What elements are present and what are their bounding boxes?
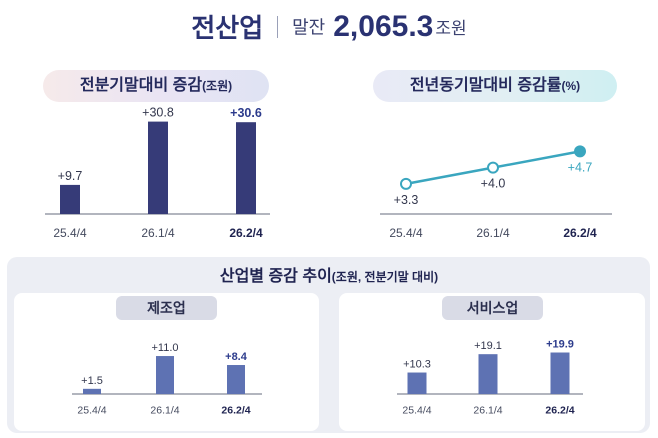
qoq-chart-title-text: 전분기말대비 증감 bbox=[79, 77, 203, 94]
mfg-bar bbox=[83, 388, 101, 394]
yoy-tick-label: 25.4/4 bbox=[389, 226, 423, 240]
qoq-bar bbox=[236, 122, 256, 214]
qoq-chart-title: 전분기말대비 증감(조원) bbox=[43, 70, 269, 102]
svc-data-label: +19.9 bbox=[546, 339, 574, 351]
qoq-data-label: +30.6 bbox=[230, 106, 262, 120]
svc-bar bbox=[407, 372, 427, 394]
page-title: 전산업 bbox=[191, 13, 264, 43]
balance-label: 말잔 bbox=[292, 17, 326, 38]
yoy-tick-label: 26.2/4 bbox=[563, 226, 597, 240]
yoy-point bbox=[487, 161, 499, 174]
yoy-point bbox=[574, 145, 586, 158]
yoy-chart-title: 전년동기말대비 증감률(%) bbox=[373, 70, 617, 102]
yoy-point bbox=[400, 177, 412, 190]
qoq-tick-label: 26.1/4 bbox=[141, 226, 175, 240]
title-divider bbox=[277, 15, 279, 38]
mfg-tick-label: 26.1/4 bbox=[150, 405, 179, 417]
mfg-data-label: +8.4 bbox=[225, 351, 248, 363]
svc-tick-label: 25.4/4 bbox=[402, 405, 431, 417]
mfg-data-label: +1.5 bbox=[81, 375, 103, 387]
yoy-data-label: +4.0 bbox=[481, 177, 506, 191]
mfg-bar bbox=[156, 356, 174, 394]
mfg-data-label: +11.0 bbox=[151, 342, 178, 354]
svc-bar bbox=[478, 354, 498, 394]
mfg-tick-label: 26.2/4 bbox=[221, 405, 250, 417]
balance-value: 2,065.3 bbox=[333, 9, 434, 43]
qoq-data-label: +9.7 bbox=[58, 169, 83, 183]
industry-panel-title-sub: (조원, 전분기말 대비) bbox=[331, 270, 439, 284]
qoq-tick-label: 26.2/4 bbox=[229, 226, 263, 240]
qoq-bar bbox=[148, 121, 168, 214]
qoq-tick-label: 25.4/4 bbox=[53, 226, 87, 240]
yoy-data-label: +3.3 bbox=[394, 193, 419, 207]
svc-data-label: +10.3 bbox=[403, 359, 431, 371]
svc-data-label: +19.1 bbox=[474, 340, 502, 352]
yoy-chart-title-text: 전년동기말대비 증감률 bbox=[409, 77, 562, 94]
yoy-tick-label: 26.1/4 bbox=[476, 226, 510, 240]
industry-panel-title: 산업별 증감 추이(조원, 전분기말 대비) bbox=[0, 262, 658, 286]
yoy-chart-title-unit: (%) bbox=[561, 79, 581, 93]
header: 전산업 말잔 2,065.3 조원 bbox=[0, 8, 658, 52]
qoq-data-label: +30.8 bbox=[142, 106, 174, 120]
mfg-bar bbox=[227, 365, 245, 394]
qoq-chart-title-unit: (조원) bbox=[202, 79, 233, 93]
balance-unit: 조원 bbox=[435, 19, 467, 38]
industry-panel-title-text: 산업별 증감 추이 bbox=[219, 268, 332, 285]
svc-bar bbox=[550, 352, 570, 394]
services-tab: 서비스업 bbox=[442, 296, 543, 320]
svc-tick-label: 26.2/4 bbox=[545, 405, 574, 417]
qoq-bar bbox=[60, 184, 80, 214]
yoy-data-label: +4.7 bbox=[568, 160, 593, 174]
manufacturing-tab: 제조업 bbox=[116, 296, 217, 320]
mfg-tick-label: 25.4/4 bbox=[77, 405, 106, 417]
svc-tick-label: 26.1/4 bbox=[473, 405, 502, 417]
